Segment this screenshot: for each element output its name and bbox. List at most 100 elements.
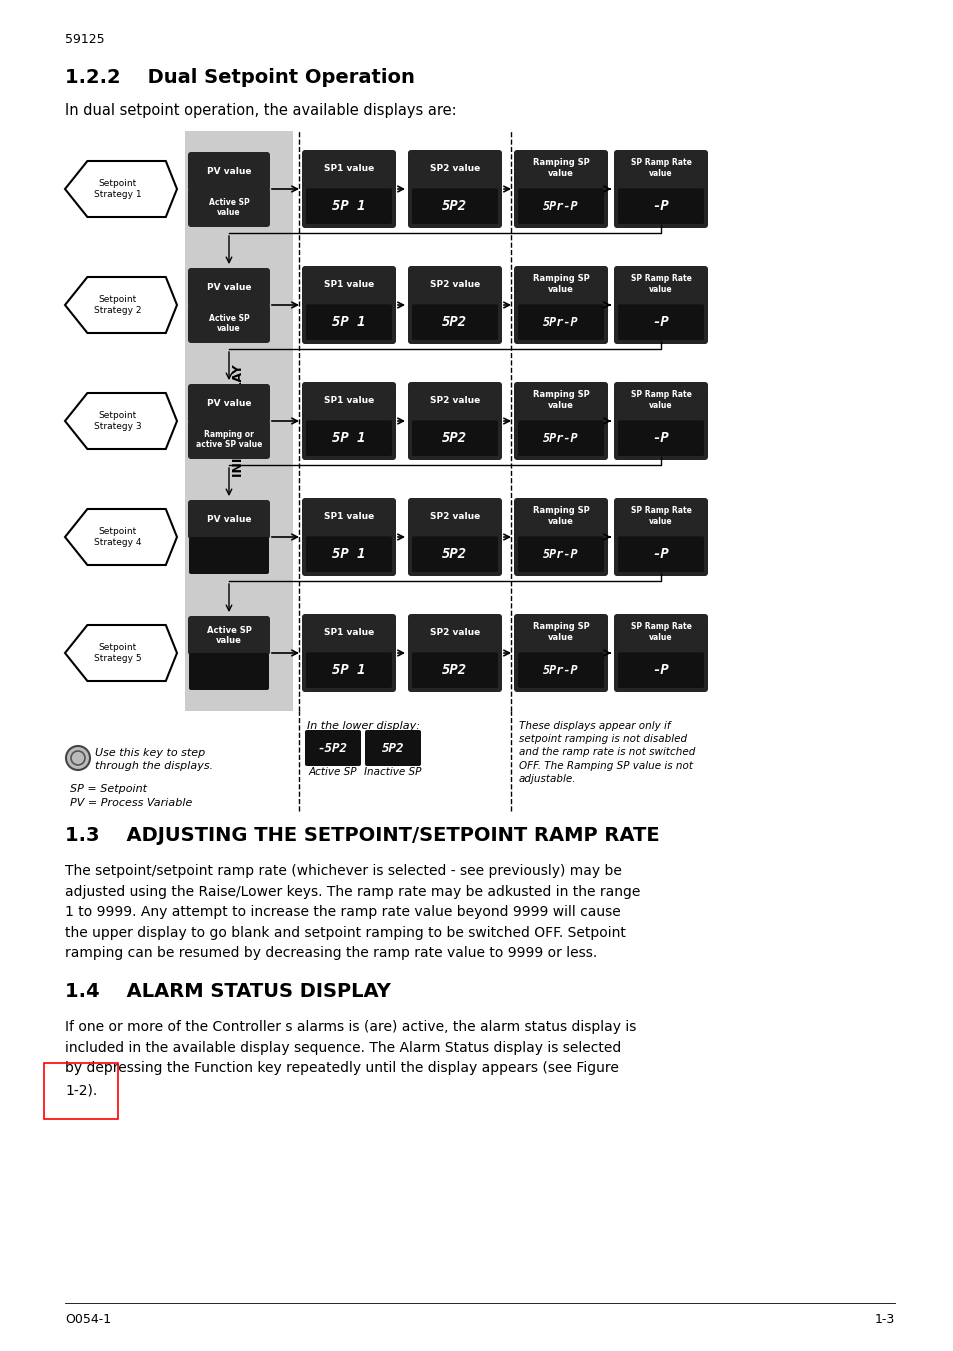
- Text: Ramping SP
value: Ramping SP value: [532, 507, 589, 526]
- FancyBboxPatch shape: [618, 188, 703, 224]
- Text: These displays appear only if
setpoint ramping is not disabled
and the ramp rate: These displays appear only if setpoint r…: [518, 721, 695, 784]
- Text: 5Pr-P: 5Pr-P: [542, 200, 578, 212]
- Text: SP2 value: SP2 value: [430, 163, 479, 173]
- FancyBboxPatch shape: [514, 150, 607, 228]
- FancyBboxPatch shape: [614, 382, 707, 459]
- FancyBboxPatch shape: [306, 420, 392, 457]
- Text: -P: -P: [652, 431, 669, 446]
- Text: 1.3    ADJUSTING THE SETPOINT/SETPOINT RAMP RATE: 1.3 ADJUSTING THE SETPOINT/SETPOINT RAMP…: [65, 825, 659, 844]
- Text: Ramping SP
value: Ramping SP value: [532, 623, 589, 642]
- FancyBboxPatch shape: [408, 613, 501, 692]
- Polygon shape: [65, 277, 177, 332]
- FancyBboxPatch shape: [514, 613, 607, 692]
- FancyBboxPatch shape: [618, 304, 703, 340]
- Text: SP2 value: SP2 value: [430, 396, 479, 404]
- FancyBboxPatch shape: [302, 499, 395, 576]
- Text: SP Ramp Rate
value: SP Ramp Rate value: [630, 623, 691, 642]
- Text: SP Ramp Rate
value: SP Ramp Rate value: [630, 390, 691, 409]
- FancyBboxPatch shape: [517, 188, 603, 224]
- Text: Ramping SP
value: Ramping SP value: [532, 158, 589, 178]
- FancyBboxPatch shape: [302, 613, 395, 692]
- Text: INITIAL DISPLAY: INITIAL DISPLAY: [233, 365, 245, 477]
- FancyBboxPatch shape: [302, 150, 395, 228]
- Text: 5P 1: 5P 1: [332, 547, 365, 561]
- Text: 5Pr-P: 5Pr-P: [542, 663, 578, 677]
- Polygon shape: [65, 393, 177, 449]
- Text: SP = Setpoint
PV = Process Variable: SP = Setpoint PV = Process Variable: [70, 784, 193, 808]
- Text: 5P2: 5P2: [442, 199, 467, 213]
- Text: SP Ramp Rate
value: SP Ramp Rate value: [630, 507, 691, 526]
- FancyBboxPatch shape: [412, 188, 497, 224]
- Text: In dual setpoint operation, the available displays are:: In dual setpoint operation, the availabl…: [65, 103, 456, 118]
- Text: -P: -P: [652, 547, 669, 561]
- Text: In the lower display:: In the lower display:: [307, 721, 419, 731]
- Text: Active SP
value: Active SP value: [209, 313, 249, 334]
- FancyBboxPatch shape: [188, 153, 270, 190]
- Text: SP1 value: SP1 value: [323, 512, 374, 520]
- Text: -P: -P: [652, 199, 669, 213]
- Bar: [185, 131, 293, 711]
- Text: 5P 1: 5P 1: [332, 315, 365, 330]
- FancyBboxPatch shape: [514, 266, 607, 345]
- Polygon shape: [65, 626, 177, 681]
- FancyBboxPatch shape: [188, 304, 270, 343]
- Text: SP Ramp Rate
value: SP Ramp Rate value: [630, 274, 691, 293]
- Text: 5P 1: 5P 1: [332, 431, 365, 446]
- Polygon shape: [65, 509, 177, 565]
- FancyBboxPatch shape: [302, 266, 395, 345]
- Text: SP2 value: SP2 value: [430, 628, 479, 636]
- FancyBboxPatch shape: [408, 266, 501, 345]
- FancyBboxPatch shape: [614, 150, 707, 228]
- Text: 1-2).: 1-2).: [65, 1084, 97, 1098]
- Text: SP Ramp Rate
value: SP Ramp Rate value: [630, 158, 691, 178]
- FancyBboxPatch shape: [189, 536, 269, 574]
- FancyBboxPatch shape: [188, 500, 270, 539]
- Text: 5Pr-P: 5Pr-P: [542, 547, 578, 561]
- Text: Active SP
value: Active SP value: [209, 197, 249, 218]
- Text: -P: -P: [652, 315, 669, 330]
- FancyBboxPatch shape: [517, 536, 603, 571]
- FancyBboxPatch shape: [188, 384, 270, 423]
- Text: 1.4    ALARM STATUS DISPLAY: 1.4 ALARM STATUS DISPLAY: [65, 982, 391, 1001]
- Text: 1.2.2    Dual Setpoint Operation: 1.2.2 Dual Setpoint Operation: [65, 68, 415, 86]
- Text: Use this key to step
through the displays.: Use this key to step through the display…: [95, 748, 213, 771]
- Text: SP1 value: SP1 value: [323, 396, 374, 404]
- Text: PV value: PV value: [207, 168, 251, 176]
- FancyBboxPatch shape: [408, 150, 501, 228]
- FancyBboxPatch shape: [517, 304, 603, 340]
- FancyBboxPatch shape: [614, 499, 707, 576]
- FancyBboxPatch shape: [189, 653, 269, 690]
- FancyBboxPatch shape: [408, 499, 501, 576]
- Text: 5P2: 5P2: [442, 431, 467, 446]
- FancyBboxPatch shape: [514, 499, 607, 576]
- FancyBboxPatch shape: [618, 420, 703, 457]
- Text: 5P2: 5P2: [442, 547, 467, 561]
- Text: SP2 value: SP2 value: [430, 280, 479, 289]
- FancyBboxPatch shape: [188, 420, 270, 459]
- Text: 1-3: 1-3: [874, 1313, 894, 1325]
- Text: 5Pr-P: 5Pr-P: [542, 316, 578, 328]
- Text: Setpoint
Strategy 5: Setpoint Strategy 5: [93, 643, 141, 663]
- Text: 5P2: 5P2: [381, 742, 404, 754]
- FancyBboxPatch shape: [188, 616, 270, 655]
- FancyBboxPatch shape: [306, 653, 392, 688]
- Text: The setpoint/setpoint ramp rate (whichever is selected - see previously) may be
: The setpoint/setpoint ramp rate (whichev…: [65, 865, 639, 961]
- FancyBboxPatch shape: [408, 382, 501, 459]
- Text: -5P2: -5P2: [317, 742, 348, 754]
- Text: Setpoint
Strategy 3: Setpoint Strategy 3: [93, 411, 141, 431]
- Circle shape: [66, 746, 90, 770]
- FancyBboxPatch shape: [305, 730, 360, 766]
- Text: O054-1: O054-1: [65, 1313, 111, 1325]
- FancyBboxPatch shape: [618, 653, 703, 688]
- Text: Setpoint
Strategy 4: Setpoint Strategy 4: [93, 527, 141, 547]
- Text: PV value: PV value: [207, 515, 251, 524]
- Text: 5P2: 5P2: [442, 315, 467, 330]
- Text: SP1 value: SP1 value: [323, 280, 374, 289]
- FancyBboxPatch shape: [188, 267, 270, 307]
- Text: -P: -P: [652, 663, 669, 677]
- FancyBboxPatch shape: [514, 382, 607, 459]
- FancyBboxPatch shape: [306, 536, 392, 571]
- Text: Inactive SP: Inactive SP: [364, 767, 421, 777]
- Text: SP2 value: SP2 value: [430, 512, 479, 520]
- FancyBboxPatch shape: [412, 536, 497, 571]
